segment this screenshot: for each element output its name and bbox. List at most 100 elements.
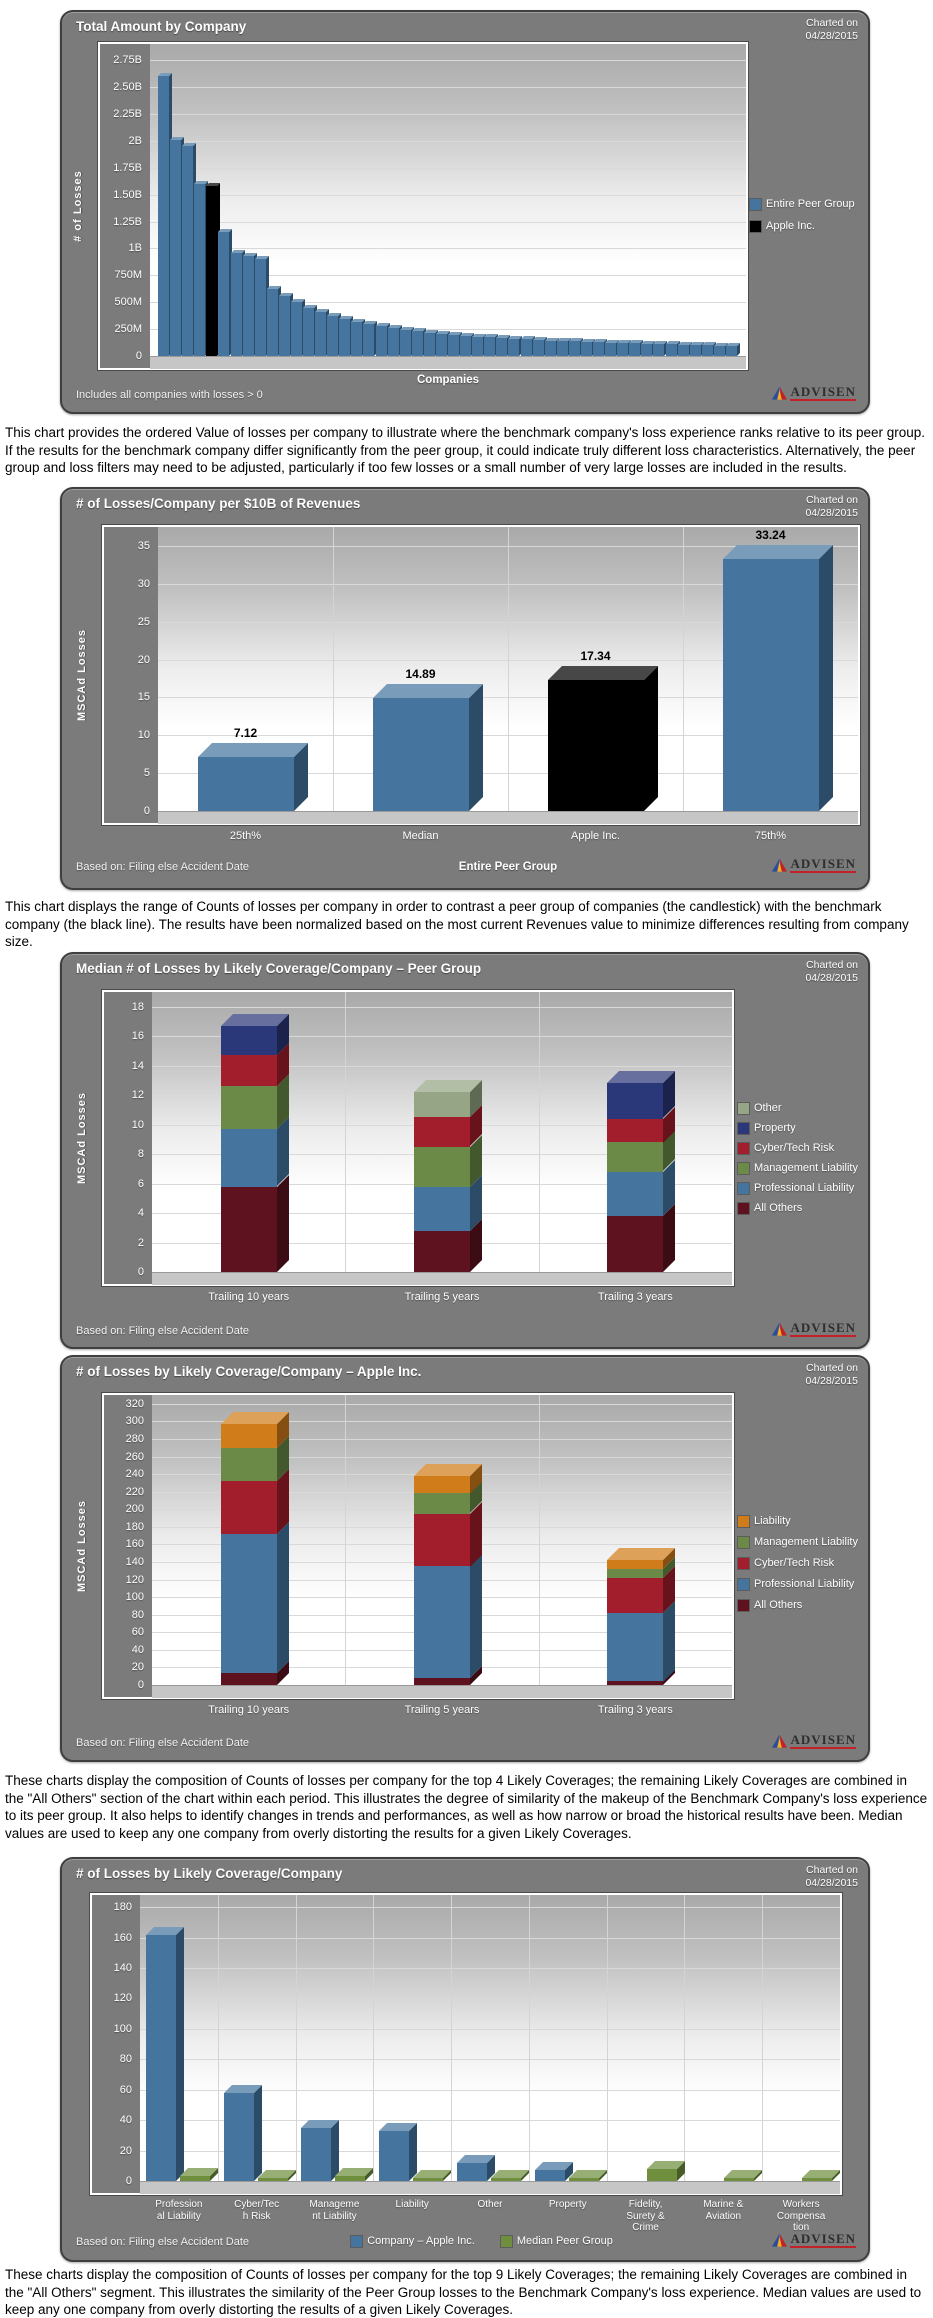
- bar-segment: [722, 559, 819, 811]
- bar-segment: [414, 1677, 470, 1685]
- legend-swatch: [351, 2235, 363, 2247]
- legend-swatch: [750, 198, 761, 210]
- gridline: [150, 221, 746, 223]
- charted-on-date: Charted on 04/28/2015: [805, 1864, 858, 1890]
- y-tick-label: 220: [125, 1485, 144, 1498]
- gridline: [140, 1907, 840, 1909]
- gridline: [140, 2120, 840, 2122]
- bar-segment: [641, 343, 653, 356]
- legend-label: Liability: [754, 1515, 791, 1527]
- bar-segment: [435, 333, 447, 356]
- gridline: [150, 60, 746, 62]
- y-tick-label: 10: [131, 1118, 144, 1131]
- x-category-label: Profession al Liability: [155, 2199, 203, 2222]
- x-category-label: Trailing 10 years: [208, 1704, 290, 1716]
- y-tick-label: 200: [125, 1503, 144, 1516]
- y-tick-label: 500M: [114, 296, 142, 309]
- y-axis-title-text: # of Losses: [72, 170, 84, 242]
- bar-segment: [532, 339, 544, 356]
- charted-on-line1: Charted on: [806, 494, 858, 506]
- paragraph-chart1-description: This chart provides the ordered Value of…: [5, 425, 926, 475]
- bar-top-face: [399, 326, 414, 330]
- y-tick-label: 20: [119, 2144, 132, 2157]
- gridline-vertical: [606, 1895, 608, 2181]
- bar-side-face: [409, 2122, 418, 2181]
- charted-on-date: Charted on 04/28/2015: [805, 494, 858, 520]
- gridline: [150, 167, 746, 169]
- bar-top-face: [220, 1013, 289, 1026]
- bar-segment: [593, 342, 604, 356]
- bar-segment: [547, 679, 644, 811]
- gridline-vertical: [451, 1895, 453, 2181]
- bar-segment: [290, 302, 302, 356]
- bar-segment: [460, 335, 472, 356]
- plot-floor: [158, 811, 858, 824]
- charted-on-line1: Charted on: [806, 959, 858, 971]
- bar-segment: [220, 1481, 277, 1534]
- legend-item: Liability: [738, 1515, 791, 1527]
- y-tick-label: 240: [125, 1468, 144, 1481]
- legend-swatch: [738, 1102, 749, 1114]
- legend-item: Cyber/Tech Risk: [738, 1557, 834, 1569]
- gridline: [150, 329, 746, 331]
- x-category-label: Workers Compensa tion: [776, 2199, 826, 2233]
- x-category-label: Marine & Aviation: [703, 2199, 744, 2222]
- gridline: [152, 1403, 732, 1405]
- bar-top-face: [242, 252, 257, 256]
- advisen-logo-underline: [790, 871, 856, 873]
- legend-item: All Others: [738, 1599, 802, 1611]
- bar-segment: [607, 1216, 664, 1272]
- y-axis-title: MSCAd Losses: [74, 990, 90, 1286]
- advisen-logo-underline: [790, 1747, 856, 1749]
- gridline-vertical: [295, 1895, 297, 2181]
- y-tick-label: 120: [125, 1573, 144, 1586]
- gridline-vertical: [684, 1895, 686, 2181]
- legend-swatch: [750, 220, 761, 232]
- y-tick-label: 60: [131, 1626, 144, 1639]
- legend-swatch: [738, 1557, 749, 1569]
- advisen-wordmark: ADVISEN: [790, 384, 856, 399]
- bar-segment: [413, 2177, 444, 2181]
- x-category-label: Trailing 3 years: [597, 1704, 673, 1716]
- legend-item: Professional Liability: [738, 1578, 854, 1590]
- bar-segment: [339, 318, 351, 356]
- gridline: [140, 2059, 840, 2061]
- y-tick-label: 2.50B: [113, 81, 142, 94]
- advisen-logo: ADVISEN: [772, 384, 856, 401]
- y-tick-label: 40: [119, 2114, 132, 2127]
- bar-segment: [534, 2170, 565, 2181]
- gridline: [152, 1006, 732, 1008]
- bar-segment: [375, 326, 387, 356]
- x-category-label: Fidelity, Surety & Crime: [626, 2199, 665, 2233]
- legend-label: Company – Apple Inc.: [367, 2235, 475, 2247]
- y-tick-label: 5: [143, 767, 150, 780]
- bar-value-label: 14.89: [405, 667, 436, 682]
- legend-label: All Others: [754, 1599, 803, 1611]
- bar-segment: [158, 76, 169, 356]
- gridline: [152, 1456, 732, 1458]
- bar-segment: [802, 2177, 833, 2181]
- gridline: [150, 113, 746, 115]
- chart-title: # of Losses by Likely Coverage/Company –…: [76, 1364, 422, 1379]
- y-tick-label: 4: [137, 1207, 144, 1220]
- bar-segment: [182, 146, 194, 356]
- bar-top-face: [722, 545, 833, 560]
- y-axis-title: MSCAd Losses: [74, 525, 90, 825]
- legend-item: Other: [738, 1102, 782, 1114]
- legend-item: Apple Inc.: [750, 220, 815, 232]
- gridline: [150, 87, 746, 89]
- legend-label: Management Liability: [754, 1162, 858, 1174]
- legend-item: Management Liability: [738, 1536, 858, 1548]
- plot-frame: [102, 525, 860, 825]
- advisen-logo-icon: [772, 386, 788, 400]
- bar-segment: [414, 1092, 470, 1118]
- legend-row: Company – Apple Inc. Median Peer Group: [242, 2235, 722, 2247]
- y-tick-label: 750M: [114, 269, 142, 282]
- charted-on-line2: 04/28/2015: [805, 30, 858, 42]
- y-tick-label: 30: [137, 577, 150, 590]
- legend-swatch: [738, 1536, 749, 1548]
- bar-segment: [724, 2177, 755, 2181]
- y-tick-label: 1.75B: [113, 161, 142, 174]
- gridline: [140, 2028, 840, 2030]
